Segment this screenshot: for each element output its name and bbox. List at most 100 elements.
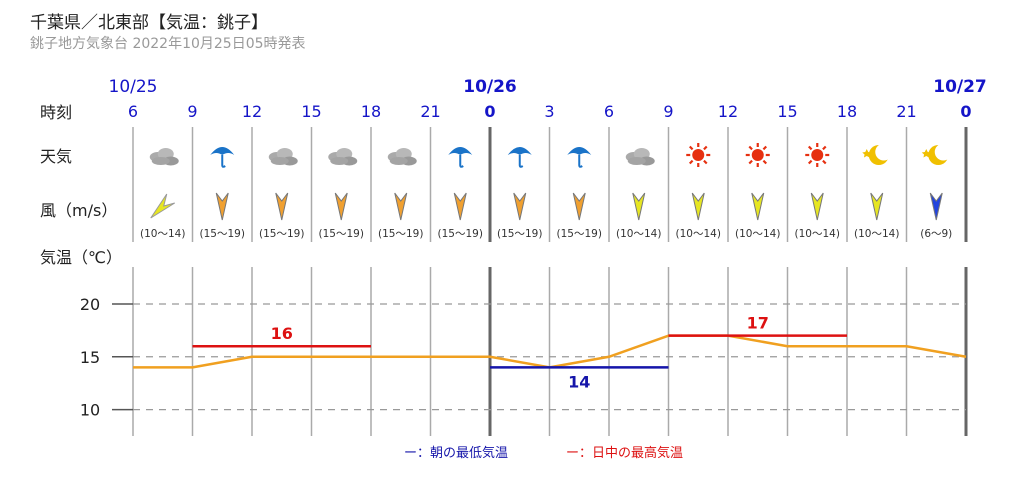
wind-arrow-icon: [150, 193, 176, 219]
wind-arrow-icon: [751, 192, 765, 221]
wind-arrow-icon: [453, 192, 467, 221]
wind-arrow-icon: [870, 192, 884, 221]
wind-cell: (15～19): [319, 192, 364, 240]
wind-range: (15～19): [497, 228, 542, 240]
wind-cell: (10～14): [676, 192, 721, 240]
page-subtitle: 銚子地方気象台 2022年10月25日05時発表: [30, 36, 306, 52]
sun-ray: [762, 159, 768, 165]
moon-icon: [862, 143, 893, 165]
weather-row: [149, 143, 952, 168]
wind-range: (15～19): [259, 228, 304, 240]
wind-range: (10～14): [735, 228, 780, 240]
cloud-puff: [151, 157, 170, 165]
wind-row-label: 風（m/s）: [40, 201, 117, 220]
umbrella-canopy: [210, 147, 235, 155]
wind-row: (10～14) (15～19) (15～19) (15～19) (15～19) (15～1…: [140, 192, 952, 240]
sun-ray: [807, 159, 813, 165]
y-tick-label: 15: [80, 348, 100, 367]
hour-label: 0: [960, 102, 971, 121]
wind-range: (10～14): [854, 228, 899, 240]
cloud-puff: [627, 157, 646, 165]
umbrella-icon: [567, 147, 592, 168]
cloudy-icon: [625, 148, 655, 166]
sun-disc: [751, 149, 764, 161]
umbrella-handle: [578, 155, 583, 168]
legend: ー：朝の最低気温 ー：日中の最高気温: [404, 445, 683, 461]
wind-range: (10～14): [795, 228, 840, 240]
max-temp-label: 16: [271, 324, 293, 343]
sun-disc: [811, 149, 824, 161]
wind-cell: (15～19): [438, 192, 483, 240]
hour-label: 15: [301, 102, 321, 121]
wind-cell: (6～9): [920, 192, 952, 240]
wind-cell: (10～14): [140, 193, 185, 240]
hour-label: 6: [604, 102, 614, 121]
wind-cell: (15～19): [497, 192, 542, 240]
wind-arrow-icon: [691, 192, 705, 221]
cloud-puff: [330, 157, 349, 165]
time-row-label: 時刻: [40, 103, 72, 122]
legend-max: ー：日中の最高気温: [566, 445, 683, 461]
wind-arrow-icon: [394, 192, 408, 221]
wind-arrow-icon: [334, 192, 348, 221]
cloudy-icon: [268, 148, 298, 166]
temperature-row-label: 気温（℃）: [40, 248, 122, 267]
umbrella-icon: [448, 147, 473, 168]
star: [921, 149, 931, 158]
date-label: 10/27: [933, 77, 987, 97]
y-tick-label: 20: [80, 295, 100, 314]
wind-cell: (10～14): [795, 192, 840, 240]
cloud-puff: [270, 157, 289, 165]
umbrella-canopy: [507, 147, 532, 155]
wind-arrow-icon: [275, 192, 289, 221]
moon-shadow: [934, 143, 952, 161]
sun-icon: [686, 143, 711, 167]
sun-ray: [762, 145, 768, 151]
max-temp-label: 17: [747, 314, 769, 333]
hour-label: 18: [837, 102, 857, 121]
hour-label: 9: [663, 102, 673, 121]
umbrella-canopy: [567, 147, 592, 155]
wind-arrow-icon: [632, 192, 646, 221]
hour-label: 12: [242, 102, 262, 121]
wind-cell: (10～14): [616, 192, 661, 240]
sun-ray: [822, 159, 827, 165]
wind-cell: (10～14): [854, 192, 899, 240]
umbrella-icon: [507, 147, 532, 168]
sun-ray: [822, 145, 827, 151]
moon-shadow: [875, 143, 893, 161]
wind-cell: (15～19): [378, 192, 423, 240]
hour-label: 6: [128, 102, 138, 121]
sun-ray: [703, 145, 708, 151]
legend-min: ー：朝の最低気温: [404, 445, 508, 461]
wind-arrow-icon: [572, 192, 586, 221]
wind-range: (10～14): [676, 228, 721, 240]
hour-label: 21: [896, 102, 916, 121]
date-label: 10/25: [109, 77, 158, 97]
wind-range: (10～14): [140, 228, 185, 240]
wind-arrow-icon: [810, 192, 824, 221]
cloud-puff: [389, 157, 408, 165]
wind-range: (10～14): [616, 228, 661, 240]
wind-arrow-icon: [513, 192, 527, 221]
page-title: 千葉県／北東部【気温：銚子】: [30, 13, 268, 33]
hour-label: 3: [544, 102, 554, 121]
date-label: 10/26: [463, 77, 517, 97]
sun-ray: [703, 159, 708, 165]
wind-range: (15～19): [438, 228, 483, 240]
hour-label: 21: [420, 102, 440, 121]
weather-row-label: 天気: [40, 147, 72, 166]
wind-cell: (15～19): [259, 192, 304, 240]
sun-icon: [805, 143, 830, 167]
star: [862, 149, 872, 158]
hour-label: 0: [484, 102, 495, 121]
wind-arrow-icon: [929, 192, 943, 221]
cloudy-icon: [387, 148, 417, 166]
sun-ray: [748, 159, 753, 165]
moon-icon: [921, 143, 952, 165]
wind-range: (15～19): [319, 228, 364, 240]
grid-layer: 10 15 20: [80, 127, 968, 436]
umbrella-handle: [221, 155, 226, 168]
sun-disc: [692, 149, 705, 161]
